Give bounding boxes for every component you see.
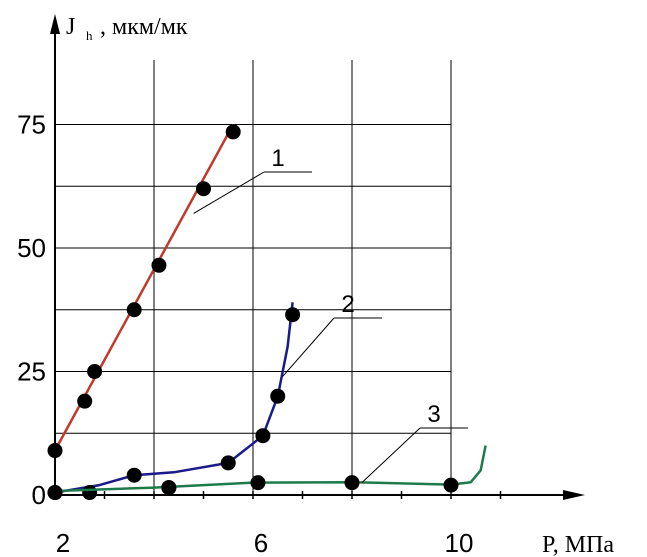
y-axis-title: J: [66, 14, 75, 40]
data-point-series-2: [126, 467, 142, 483]
y-tick-label: 75: [17, 110, 46, 140]
annotation-leader-1: [193, 171, 265, 214]
data-point-series-1: [87, 364, 103, 379]
x-axis-title: P, МПа: [542, 532, 614, 557]
y-tick-label: 0: [32, 480, 46, 510]
data-point-series-1: [196, 181, 211, 197]
curve-label-2: 2: [341, 291, 354, 318]
data-point-series-1: [126, 302, 142, 318]
data-point-series-1: [47, 443, 63, 459]
x-tick-label: 10: [445, 528, 474, 557]
data-point-series-1: [151, 257, 167, 273]
annotation-leader-3: [361, 427, 421, 484]
y-axis-title-subscript: h: [86, 28, 93, 43]
data-point-series-2: [255, 428, 271, 444]
series-line-3: [54, 445, 487, 493]
data-point-series-1: [77, 393, 93, 409]
data-point-series-3: [344, 475, 360, 491]
grid: [55, 60, 452, 495]
annotations: 1 2 3: [193, 145, 468, 484]
data-point-series-3: [443, 477, 459, 493]
y-tick-label: 25: [17, 357, 46, 387]
data-point-series-2: [82, 485, 98, 501]
series: [47, 123, 487, 501]
axes: [50, 14, 585, 500]
labels: 2 6 10 0 25 50 75 P, МПа J h , мкм/мк: [17, 14, 614, 557]
data-point-series-3: [250, 475, 266, 491]
x-tick-label: 6: [254, 528, 268, 557]
y-axis-title-unit: , мкм/мк: [100, 14, 188, 40]
curve-label-3: 3: [427, 401, 440, 428]
data-point-series-2: [285, 307, 301, 323]
x-tick-label: 2: [56, 528, 70, 557]
data-point-series-3: [161, 480, 177, 496]
data-point-series-2: [270, 388, 286, 404]
data-point-series-3: [47, 485, 63, 501]
x-axis-arrow: [563, 490, 585, 500]
y-tick-label: 50: [17, 233, 46, 263]
y-axis-arrow: [50, 14, 60, 34]
data-point-series-1: [225, 124, 241, 140]
data-point-series-2: [220, 455, 236, 471]
annotation-leader-2: [282, 317, 335, 377]
curve-label-1: 1: [271, 145, 284, 172]
